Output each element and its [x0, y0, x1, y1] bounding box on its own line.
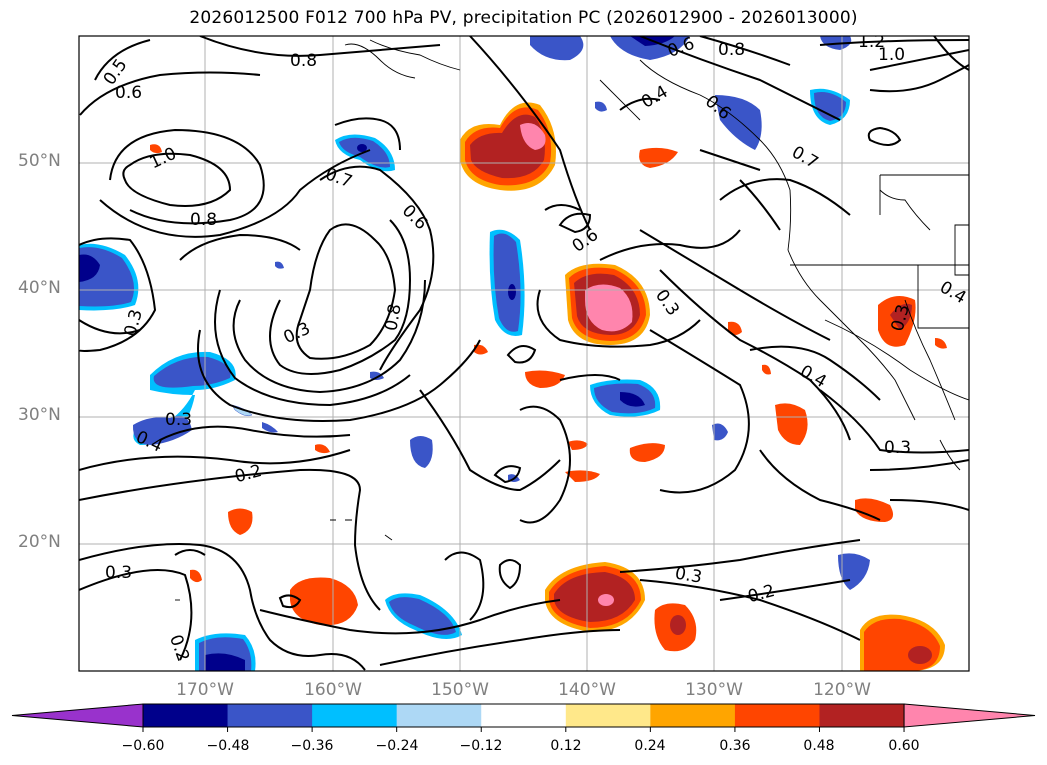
- map-title: 2026012500 F012 700 hPa PV, precipitatio…: [189, 8, 858, 28]
- colorbar-tick-label: 0.24: [634, 738, 666, 754]
- colorbar-tick-label: −0.48: [206, 738, 250, 754]
- lon-label: 150°W: [431, 680, 489, 700]
- precip-blob-positive: [290, 577, 358, 626]
- lon-label: 140°W: [558, 680, 616, 700]
- colorbar-tick-label: 0.48: [803, 738, 835, 754]
- lon-label: 130°W: [685, 680, 743, 700]
- contour-label: 0.8: [290, 51, 317, 71]
- colorbar-tick-label: −0.60: [121, 738, 165, 754]
- colorbar-segment: [312, 704, 398, 727]
- contour-label: 0.3: [105, 563, 132, 583]
- contour-label: 0.6: [115, 83, 142, 103]
- colorbar-tick-label: −0.12: [459, 738, 503, 754]
- lat-label: 50°N: [18, 151, 61, 171]
- colorbar-frame: [142, 703, 905, 728]
- colorbar-segment: [143, 704, 229, 727]
- lon-label: 120°W: [813, 680, 871, 700]
- pv-contours: [79, 36, 969, 671]
- colorbar-extend-high: [903, 703, 1036, 728]
- colorbar-segment: [650, 704, 736, 727]
- lat-label: 30°N: [18, 405, 61, 425]
- colorbar-segment: [481, 704, 567, 727]
- coastlines: [175, 39, 969, 601]
- contour-label: 1.0: [878, 45, 905, 65]
- colorbar-segment: [819, 704, 905, 727]
- lon-label: 160°W: [304, 680, 362, 700]
- lon-label: 170°W: [176, 680, 234, 700]
- precip-blob-negative: [530, 36, 584, 61]
- map-frame: [78, 35, 970, 672]
- contour-label: 0.3: [884, 438, 911, 458]
- colorbar-segment: [565, 704, 651, 727]
- contour-label: 0.8: [718, 40, 745, 60]
- colorbar-extend-low: [11, 703, 144, 728]
- colorbar-tick-label: −0.24: [375, 738, 419, 754]
- colorbar-tick-label: 0.12: [550, 738, 582, 754]
- contour-label: 0.3: [673, 563, 703, 587]
- contour-label: 0.8: [190, 210, 217, 230]
- precip-anomalies: [79, 36, 947, 671]
- colorbar-tick-label: 0.36: [719, 738, 751, 754]
- contour-label: 1.2: [858, 32, 885, 52]
- lat-label: 40°N: [18, 278, 61, 298]
- contour-label: 0.8: [381, 302, 405, 332]
- contour-label: 0.3: [165, 410, 192, 430]
- colorbar-segment: [227, 704, 313, 727]
- colorbar-segment: [396, 704, 482, 727]
- lat-label: 20°N: [18, 532, 61, 552]
- colorbar-segment: [734, 704, 820, 727]
- colorbar-tick-label: 0.60: [888, 738, 920, 754]
- colorbar-tick-label: −0.36: [290, 738, 334, 754]
- graticule: [79, 36, 969, 671]
